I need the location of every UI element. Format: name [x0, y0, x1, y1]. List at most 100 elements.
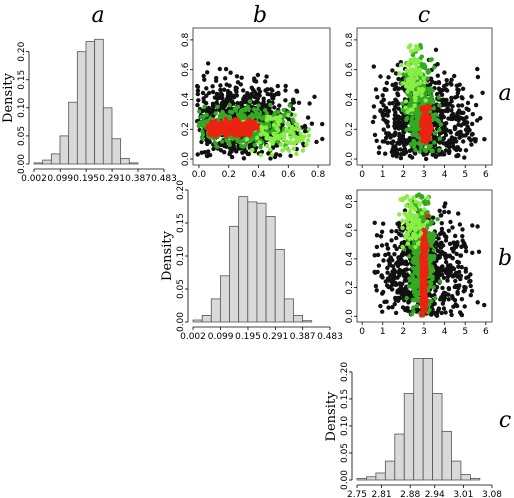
- scatter-point: [290, 98, 296, 103]
- scatter-point: [269, 136, 274, 141]
- scatter-point: [402, 142, 407, 147]
- scatter-point: [448, 80, 453, 86]
- scatter-point: [455, 90, 460, 96]
- y-tick-label: 0.10: [340, 416, 350, 436]
- scatter-point: [235, 138, 240, 144]
- scatter-point: [287, 148, 292, 153]
- scatter-point: [276, 90, 281, 96]
- scatter-point: [265, 87, 270, 92]
- scatter-point: [441, 298, 447, 303]
- scatter-point: [195, 102, 200, 108]
- scatter-point: [429, 98, 434, 104]
- scatter-point: [430, 215, 436, 220]
- scatter-point: [394, 150, 400, 156]
- scatter-point: [436, 95, 442, 100]
- scatter-point: [469, 142, 474, 147]
- scatter-point: [463, 127, 469, 132]
- scatter-point: [455, 303, 460, 309]
- scatter-point: [406, 45, 411, 50]
- scatter-point: [457, 283, 462, 288]
- scatter-point: [405, 308, 411, 314]
- scatter-point: [453, 283, 458, 289]
- scatter-point: [305, 138, 311, 143]
- scatter-point: [391, 276, 397, 282]
- scatter-point: [411, 305, 416, 310]
- scatter-point: [390, 271, 395, 277]
- scatter-point: [447, 138, 452, 143]
- x-tick-label: 2.88: [400, 490, 420, 498]
- scatter-point: [244, 137, 249, 142]
- scatter-point: [413, 207, 418, 213]
- scatter-point: [463, 249, 469, 254]
- scatter-point: [387, 101, 392, 106]
- scatter-point: [425, 195, 430, 201]
- scatter-point: [257, 140, 262, 145]
- scatter-point: [380, 139, 385, 144]
- scatter-point: [417, 222, 422, 227]
- scatter-point: [421, 241, 426, 246]
- scatter-point: [235, 104, 241, 110]
- scatter-point: [251, 107, 257, 112]
- scatter-point: [455, 111, 460, 116]
- scatter-point: [413, 228, 418, 233]
- scatter-point: [264, 143, 270, 149]
- y-axis-title: Density: [1, 72, 16, 123]
- scatter-point: [459, 123, 464, 128]
- scatter-point: [259, 127, 265, 132]
- scatter-point: [441, 84, 447, 89]
- histogram-bar: [219, 275, 230, 323]
- scatter-point: [277, 103, 282, 108]
- scatter-point: [412, 103, 417, 109]
- scatter-point: [243, 108, 248, 113]
- scatter-point: [257, 89, 263, 94]
- x-tick-label: 2: [401, 327, 407, 337]
- scatter-point: [462, 304, 467, 309]
- scatter-point: [216, 122, 222, 128]
- scatter-point: [392, 112, 398, 118]
- histogram-bar: [33, 162, 44, 165]
- scatter-point: [386, 305, 391, 310]
- scatter-point: [209, 125, 214, 130]
- scatter-point: [466, 107, 471, 113]
- scatter-point: [402, 306, 408, 311]
- scatter-point: [229, 154, 235, 160]
- scatter-point: [451, 249, 456, 254]
- scatter-point: [443, 101, 449, 107]
- scatter-point: [452, 73, 457, 79]
- scatter-point: [456, 260, 462, 265]
- histogram-bar: [94, 38, 104, 165]
- scatter-point: [439, 213, 444, 218]
- scatter-point: [384, 242, 389, 247]
- scatter-point: [371, 64, 376, 69]
- x-tick-label: 0: [359, 327, 365, 337]
- scatter-point: [420, 235, 425, 240]
- scatter-point: [411, 250, 416, 256]
- scatter-point: [199, 114, 204, 120]
- scatter-point: [460, 227, 465, 232]
- scatter-point: [400, 244, 405, 250]
- histogram-bar: [422, 358, 433, 481]
- y-tick-label: 0.10: [176, 246, 186, 266]
- scatter-point: [286, 140, 291, 145]
- scatter-point: [246, 106, 251, 112]
- scatter-point: [398, 125, 403, 130]
- x-tick-label: 0.099: [47, 174, 73, 184]
- scatter-point: [433, 122, 439, 128]
- scatter-point: [373, 87, 379, 92]
- scatter-point: [245, 91, 250, 96]
- scatter-point: [241, 156, 247, 161]
- scatter-point: [231, 119, 237, 125]
- x-tick-label: 3: [421, 327, 427, 337]
- scatter-point: [449, 95, 454, 101]
- scatter-point: [413, 151, 418, 156]
- scatter-point: [270, 88, 275, 93]
- x-tick-label: 0.483: [151, 174, 177, 184]
- scatter-point: [405, 109, 410, 115]
- scatter-point: [396, 255, 401, 260]
- scatter-point: [432, 135, 438, 140]
- scatter-point: [247, 143, 252, 148]
- scatter-point: [412, 287, 418, 292]
- scatter-point: [394, 101, 400, 107]
- scatter-point: [294, 89, 300, 94]
- scatter-point: [281, 107, 286, 113]
